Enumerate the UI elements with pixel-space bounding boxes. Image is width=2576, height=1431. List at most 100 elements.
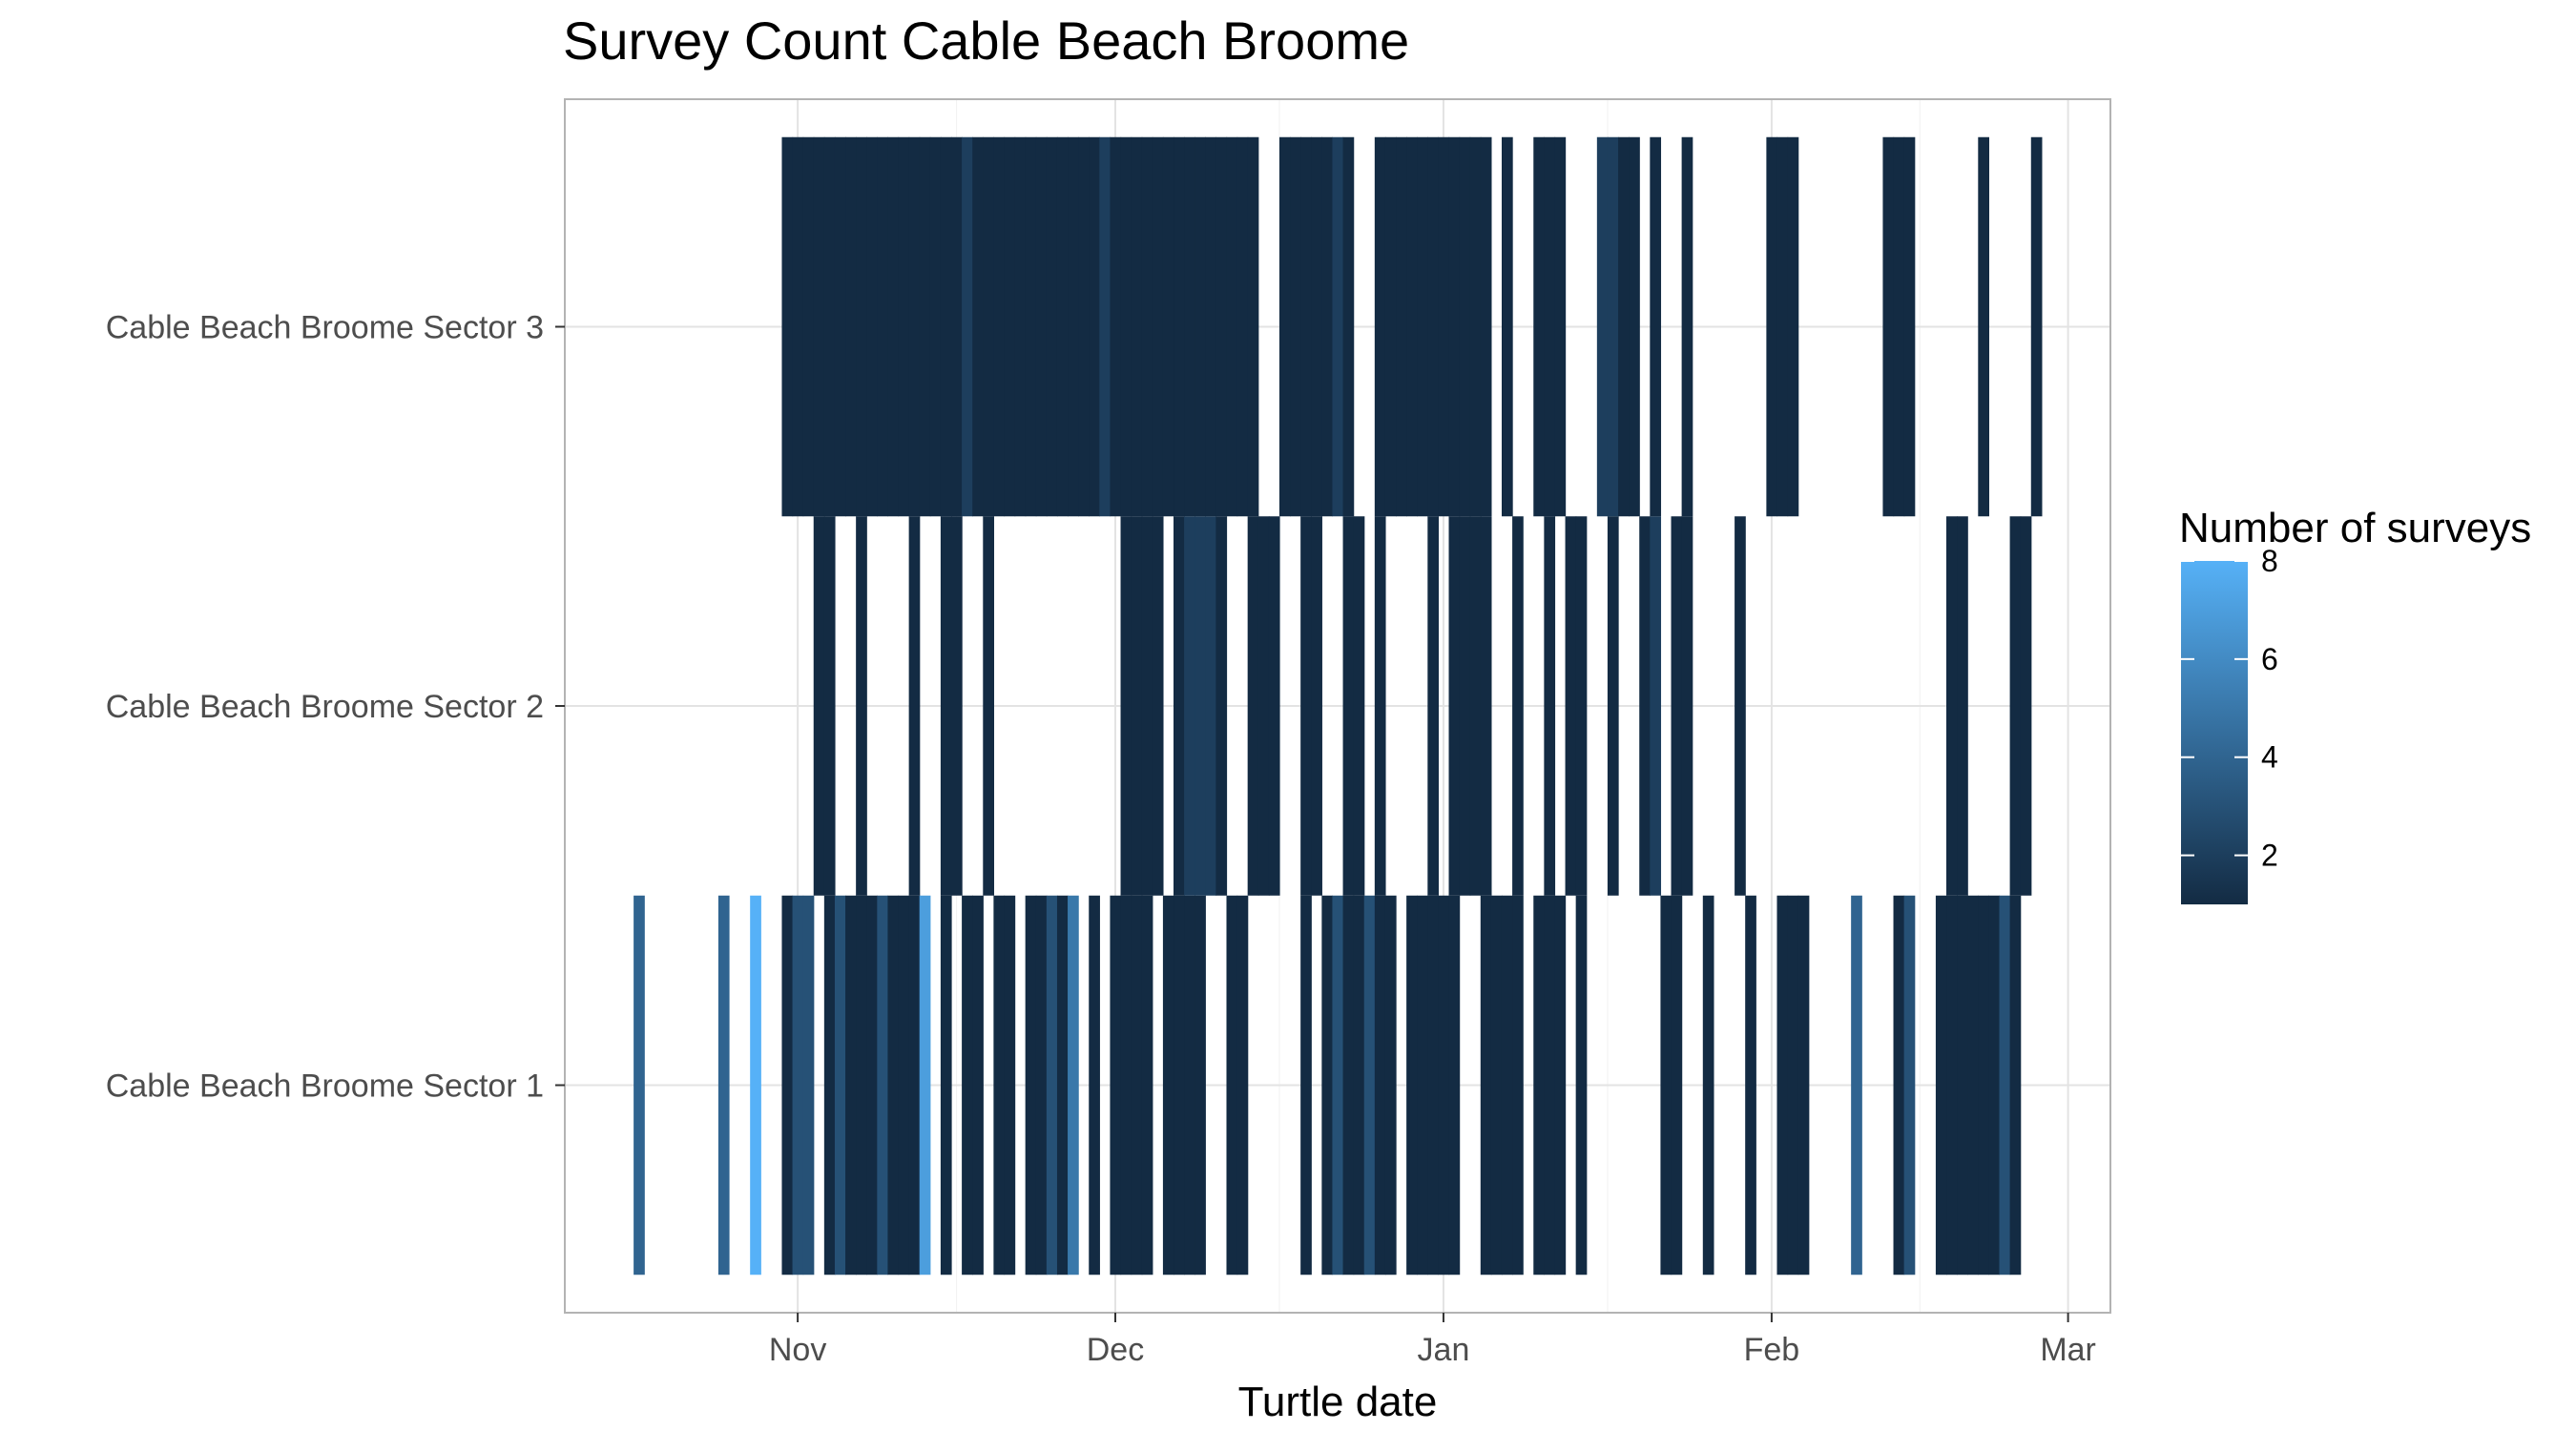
heatmap-tile [1353,516,1365,896]
heatmap-tile [1342,895,1355,1275]
heatmap-tile [1438,895,1450,1275]
heatmap-tile [1141,895,1153,1275]
heatmap-tile [1903,895,1916,1275]
heatmap-tile [1427,895,1440,1275]
heatmap-tile [940,895,952,1275]
heatmap-tile [1035,895,1048,1275]
heatmap-tile [792,895,804,1275]
heatmap-tile [1278,136,1291,517]
heatmap-tile [1056,136,1069,517]
heatmap-tile [1120,895,1132,1275]
heatmap-tile [1681,516,1693,896]
heatmap-tile [1480,895,1492,1275]
heatmap-tile [1735,516,1746,896]
heatmap-tile [962,136,973,517]
heatmap-tile [898,895,910,1275]
heatmap-tile [1406,895,1418,1275]
heatmap-tile [1120,136,1132,517]
heatmap-tile [1639,516,1651,896]
heatmap-tile [781,895,794,1275]
heatmap-tile [877,136,889,517]
heatmap-tile [1089,895,1100,1275]
legend-tick-label: 8 [2261,544,2278,578]
heatmap-tile [951,516,963,896]
heatmap-tile [1257,516,1270,896]
heatmap-tile [823,895,836,1275]
heatmap-tile [1893,136,1905,517]
heatmap-tile [1131,895,1143,1275]
heatmap-tile [983,516,994,896]
heatmap-tile [1660,895,1672,1275]
heatmap-tile [1374,136,1386,517]
y-tick-label: Cable Beach Broome Sector 3 [106,310,544,346]
x-axis-title: Turtle date [1238,1379,1438,1425]
heatmap-tile [1300,136,1312,517]
heatmap-tile [1236,895,1249,1275]
heatmap-tile [1068,136,1079,517]
heatmap-tile [1512,895,1524,1275]
heatmap-tile [1004,895,1016,1275]
heatmap-tile [1300,516,1312,896]
heatmap-tile [1766,136,1778,517]
heatmap-tile [2009,516,2022,896]
heatmap-tile [1396,136,1407,517]
heatmap-tile [1004,136,1016,517]
heatmap-tile [1353,895,1365,1275]
heatmap-tile [1195,136,1206,517]
heatmap-tile [1480,136,1492,517]
heatmap-tile [1215,136,1228,517]
heatmap-tile [1226,895,1238,1275]
legend-colorbar [2181,561,2248,904]
heatmap-tile [1184,516,1195,896]
heatmap-tile [1374,516,1386,896]
heatmap-tile [1162,895,1174,1275]
heatmap-tile [1702,895,1714,1275]
heatmap-tiles [634,136,2043,1275]
heatmap-tile [1427,136,1440,517]
heatmap-tile [1141,136,1153,517]
y-tick-label: Cable Beach Broome Sector 1 [106,1068,544,1105]
heatmap-tile [2030,136,2043,517]
heatmap-tile [823,516,836,896]
heatmap-tile [1342,516,1355,896]
heatmap-tile [1978,136,1989,517]
heatmap-tile [1332,895,1344,1275]
heatmap-tile [951,136,963,517]
heatmap-tile [834,136,846,517]
heatmap-tile [856,895,867,1275]
chart-title: Survey Count Cable Beach Broome [563,10,1409,71]
heatmap-tile [1035,136,1048,517]
heatmap-tile [1554,895,1567,1275]
heatmap-tile [2009,895,2022,1275]
heatmap-tile [1596,136,1609,517]
heatmap-tile [1215,516,1228,896]
heatmap-tile [1300,895,1312,1275]
heatmap-tile [919,136,931,517]
heatmap-tile [1417,895,1428,1275]
heatmap-tile [1205,516,1216,896]
y-axis: Cable Beach Broome Sector 1 Cable Beach B… [106,310,565,1105]
heatmap-tile [1671,516,1683,896]
heatmap-tile [887,895,900,1275]
heatmap-tile [1247,516,1259,896]
heatmap-tile [823,136,836,517]
heatmap-tile [866,895,878,1275]
heatmap-tile [1629,136,1640,517]
heatmap-tile [1893,895,1905,1275]
heatmap-tile [908,895,921,1275]
x-axis: Nov Dec Jan Feb Mar [769,1313,2096,1368]
legend: Number of surveys 2 4 6 8 [2179,505,2531,904]
heatmap-tile [781,136,794,517]
heatmap-tile [1311,516,1322,896]
heatmap-tile [1575,516,1588,896]
heatmap-tile [1290,136,1301,517]
heatmap-tile [919,895,931,1275]
heatmap-tile [1321,895,1334,1275]
heatmap-tile [1374,895,1386,1275]
heatmap-tile [1131,136,1143,517]
heatmap-tile [813,516,825,896]
heatmap-tile [1607,136,1619,517]
heatmap-tile [908,516,921,896]
heatmap-tile [856,136,867,517]
heatmap-tile [1311,136,1322,517]
